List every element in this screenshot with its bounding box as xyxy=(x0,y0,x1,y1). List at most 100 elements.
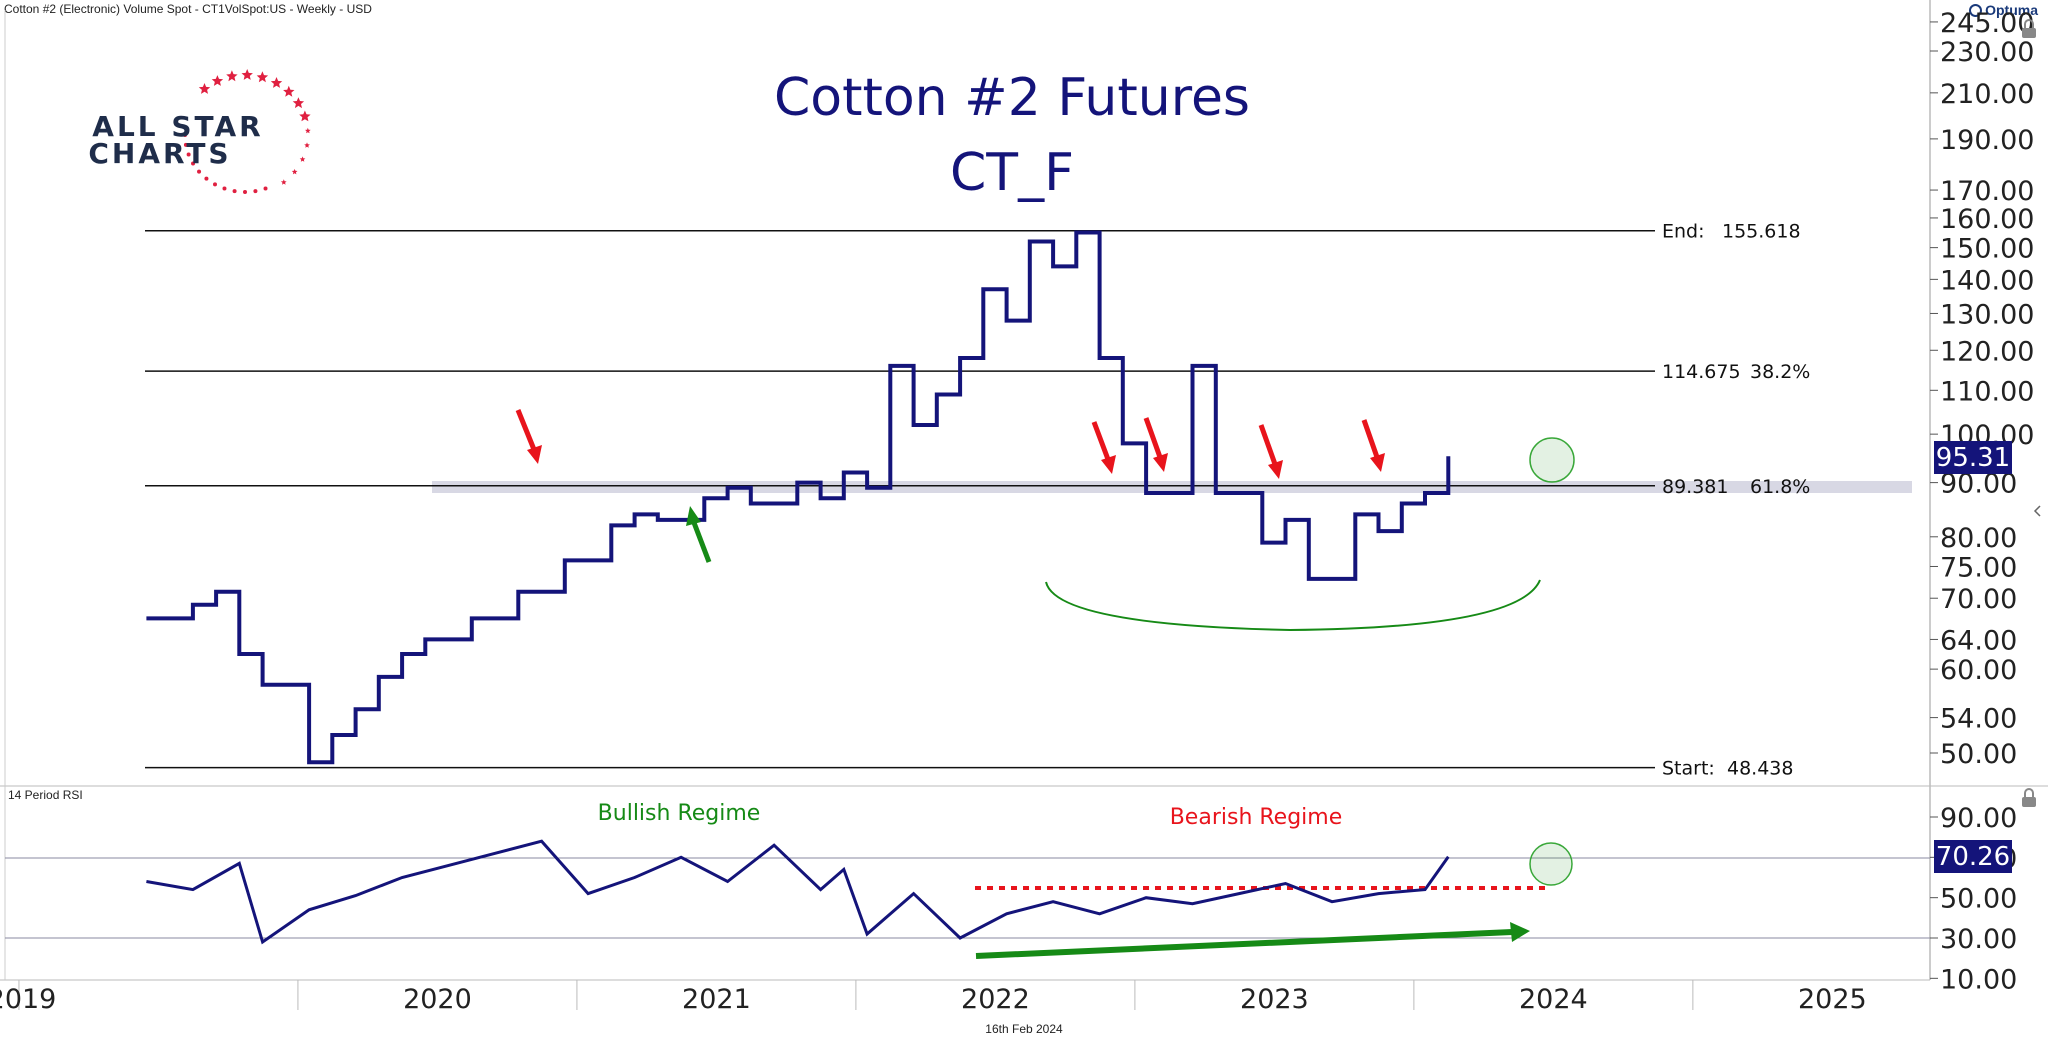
all-star-charts-logo: ALL STAR CHARTS xyxy=(88,69,311,194)
rsi-axis-label: 50.00 xyxy=(1940,884,2017,915)
logo-dot-icon xyxy=(222,186,227,191)
time-axis-label: 2025 xyxy=(1798,984,1867,1015)
red-arrow-3 xyxy=(1143,417,1164,461)
logo-dot-icon xyxy=(263,186,268,191)
rsi-axis-label: 10.00 xyxy=(1940,964,2017,995)
price-axis-label: 120.00 xyxy=(1940,336,2034,367)
time-axis-label: 2023 xyxy=(1240,984,1309,1015)
red-arrow-2 xyxy=(1091,421,1112,463)
red-arrow-2-head xyxy=(1101,455,1116,474)
logo-dot-icon xyxy=(253,189,258,194)
fib-level-value: 48.438 xyxy=(1727,758,1793,780)
rsi-series-line xyxy=(146,839,1450,945)
fib-level-label: End: xyxy=(1662,221,1705,243)
time-axis-label: 2021 xyxy=(682,984,751,1015)
price-axis-label: 110.00 xyxy=(1940,376,2034,407)
red-arrow-4-head xyxy=(1268,460,1283,479)
logo-star-icon xyxy=(299,110,311,122)
fib-level-pct: 61.8% xyxy=(1750,476,1810,498)
logo-star-icon xyxy=(292,97,305,109)
logo-star-icon xyxy=(241,69,253,80)
bullish-regime-label: Bullish Regime xyxy=(598,801,761,826)
bearish-regime-label: Bearish Regime xyxy=(1170,805,1343,830)
price-last-value: 95.31 xyxy=(1936,443,2010,473)
fib-level-value: 89.381 xyxy=(1662,476,1728,498)
fib-level-label: Start: xyxy=(1662,758,1715,780)
price-axis-label: 50.00 xyxy=(1940,739,2017,770)
price-axis-label: 160.00 xyxy=(1940,204,2034,235)
rsi-lock-icon[interactable] xyxy=(2022,788,2036,807)
price-axis-label: 60.00 xyxy=(1940,655,2017,686)
price-axis-label: 70.00 xyxy=(1940,584,2017,615)
logo-star-icon xyxy=(226,70,238,82)
logo-line2: CHARTS xyxy=(88,137,231,170)
price-lock-icon[interactable] xyxy=(2022,19,2036,38)
logo-line1: ALL STAR xyxy=(92,110,263,143)
price-axis-label: 80.00 xyxy=(1940,523,2017,554)
red-arrow-5 xyxy=(1361,419,1381,461)
logo-star-icon xyxy=(283,85,295,97)
rsi-axis-label: 30.00 xyxy=(1940,924,2017,955)
red-arrow-5-head xyxy=(1370,453,1385,472)
rsi-breakout-circle xyxy=(1529,842,1573,886)
logo-star-icon xyxy=(305,127,311,134)
time-axis-label: 2019 xyxy=(0,984,56,1015)
fibonacci-levels: End: 155.618 114.675 38.2% 89.381 61.8% Start:… xyxy=(145,221,1810,780)
logo-star-icon xyxy=(291,168,298,175)
rsi-last-value-badge xyxy=(1934,840,2012,873)
optuma-brand-label: Optuma xyxy=(1985,2,2038,18)
fib-level-value: 155.618 xyxy=(1722,221,1801,243)
optuma-brand: Optuma xyxy=(1969,2,2038,18)
price-axis-label: 210.00 xyxy=(1940,79,2034,110)
logo-dot-icon xyxy=(183,142,188,147)
logo-dot-icon xyxy=(191,161,196,166)
time-axis-label: 2022 xyxy=(961,984,1030,1015)
chart-subtitle: CT_F xyxy=(950,143,1074,203)
price-axis-label: 170.00 xyxy=(1940,176,2034,207)
logo-star-icon xyxy=(211,75,224,86)
price-axis-label: 190.00 xyxy=(1940,125,2034,156)
red-arrow-1 xyxy=(515,409,538,453)
logo-dot-icon xyxy=(197,169,202,174)
logo-dot-icon xyxy=(213,182,217,187)
logo-star-icon xyxy=(198,83,211,94)
logo-dot-icon xyxy=(183,133,187,137)
rsi-axis-label: 90.00 xyxy=(1940,803,2017,834)
logo-star-icon xyxy=(304,142,310,148)
collapse-chevron-icon[interactable] xyxy=(2033,505,2041,517)
price-axis-label: 130.00 xyxy=(1940,299,2034,330)
green-arrow-head xyxy=(686,506,701,526)
price-axis-label: 54.00 xyxy=(1940,704,2017,735)
rsi-arrow-head xyxy=(1510,922,1530,942)
green-arrow xyxy=(690,519,712,563)
optuma-logo-icon xyxy=(1969,3,1983,17)
breakout-circle xyxy=(1529,437,1575,483)
price-axis-label: 230.00 xyxy=(1940,37,2034,68)
price-axis-label: 64.00 xyxy=(1940,625,2017,656)
red-arrow-4 xyxy=(1258,424,1279,468)
price-axis-label: 75.00 xyxy=(1940,552,2017,583)
base-arc xyxy=(1045,579,1541,632)
price-series-line xyxy=(146,230,1451,765)
logo-dot-icon xyxy=(243,190,247,194)
price-last-value-badge xyxy=(1934,441,2012,474)
time-axis: 2019 2020 2021 2022 2023 2024 2025 xyxy=(0,980,1867,1015)
fib-level-pct: 38.2% xyxy=(1750,361,1810,383)
fib-level-value: 114.675 xyxy=(1662,361,1741,383)
time-axis-label: 2024 xyxy=(1519,984,1588,1015)
rsi-last-value: 70.26 xyxy=(1936,842,2010,872)
logo-star-icon xyxy=(256,71,269,83)
price-axis-label: 140.00 xyxy=(1940,265,2034,296)
logo-dot-icon xyxy=(204,176,209,181)
price-annotations xyxy=(515,409,1575,632)
chart-title: Cotton #2 Futures xyxy=(774,68,1250,128)
chart-description: Cotton #2 (Electronic) Volume Spot - CT1… xyxy=(4,2,372,16)
red-arrow-3-head xyxy=(1153,453,1168,472)
price-axis-label: 150.00 xyxy=(1940,234,2034,265)
rsi-higher-lows-arrow xyxy=(975,929,1513,959)
rsi-panel-title: 14 Period RSI xyxy=(8,788,83,802)
time-axis-label: 2020 xyxy=(403,984,472,1015)
